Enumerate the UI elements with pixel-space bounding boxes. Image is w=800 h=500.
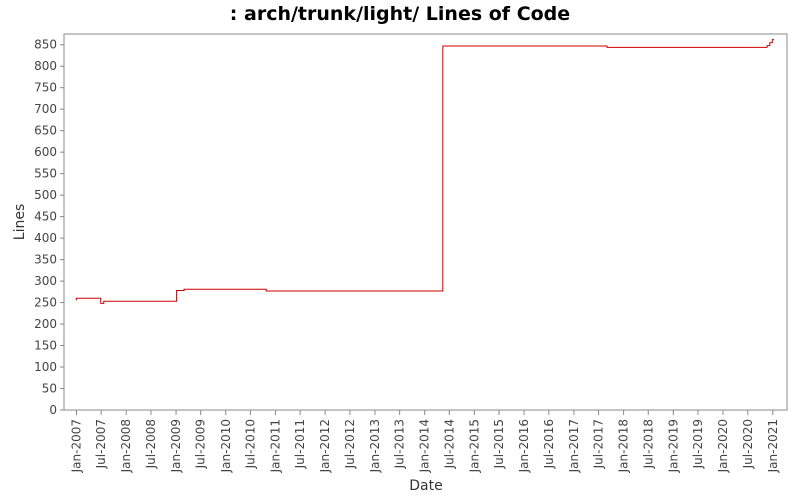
x-tick-label: Jul-2008 <box>144 419 158 469</box>
x-tick-label: Jul-2007 <box>94 419 108 469</box>
x-tick-label: Jul-2010 <box>243 419 257 469</box>
x-tick-label: Jan-2009 <box>169 419 183 473</box>
chart-title: : arch/trunk/light/ Lines of Code <box>230 3 570 25</box>
y-tick-label: 800 <box>34 59 57 73</box>
x-axis: Jan-2007 Jul-2007 Jan-2008 Jul-2008 Jan-2009… <box>70 410 780 473</box>
x-tick-label: Jan-2008 <box>119 419 133 473</box>
y-axis-label: Lines <box>12 204 28 240</box>
x-tick-label: Jan-2019 <box>666 419 680 473</box>
x-tick-label: Jan-2012 <box>318 419 332 473</box>
x-tick-label: Jan-2021 <box>766 419 780 473</box>
x-tick-label: Jul-2015 <box>492 419 506 469</box>
x-tick-label: Jul-2017 <box>592 419 606 469</box>
x-tick-label: Jan-2015 <box>467 419 481 473</box>
y-tick-label: 0 <box>49 403 57 417</box>
y-tick-label: 50 <box>42 382 57 396</box>
y-tick-label: 750 <box>34 81 57 95</box>
y-tick-label: 400 <box>34 231 57 245</box>
x-tick-label: Jan-2017 <box>567 419 581 473</box>
y-tick-label: 850 <box>34 38 57 52</box>
y-tick-label: 250 <box>34 296 57 310</box>
x-tick-label: Jan-2016 <box>517 419 531 473</box>
y-tick-label: 450 <box>34 210 57 224</box>
y-tick-label: 300 <box>34 274 57 288</box>
x-tick-label: Jan-2020 <box>716 419 730 473</box>
y-tick-label: 150 <box>34 339 57 353</box>
y-tick-label: 700 <box>34 102 57 116</box>
y-tick-label: 650 <box>34 124 57 138</box>
y-tick-label: 500 <box>34 188 57 202</box>
x-tick-label: Jan-2013 <box>368 419 382 473</box>
y-tick-label: 100 <box>34 360 57 374</box>
x-tick-label: Jul-2020 <box>741 419 755 469</box>
x-axis-label: Date <box>409 478 442 494</box>
x-tick-label: Jul-2013 <box>393 419 407 469</box>
x-tick-label: Jul-2016 <box>542 419 556 469</box>
x-tick-label: Jul-2012 <box>343 419 357 469</box>
x-tick-label: Jan-2010 <box>219 419 233 473</box>
x-tick-label: Jan-2007 <box>70 419 84 473</box>
y-tick-label: 550 <box>34 167 57 181</box>
x-tick-label: Jan-2014 <box>418 419 432 473</box>
y-tick-label: 200 <box>34 317 57 331</box>
series-line <box>75 39 775 304</box>
x-tick-label: Jan-2011 <box>268 419 282 473</box>
x-tick-label: Jul-2011 <box>293 419 307 469</box>
y-tick-label: 600 <box>34 145 57 159</box>
y-tick-label: 350 <box>34 253 57 267</box>
y-axis: 0 50 100 150 200 250 300 350 400 450 500 550 600 650 7… <box>34 38 64 417</box>
x-tick-label: Jul-2009 <box>194 419 208 469</box>
x-tick-label: Jul-2018 <box>641 419 655 469</box>
x-tick-label: Jul-2014 <box>442 419 456 469</box>
plot-area <box>63 33 788 411</box>
x-tick-label: Jan-2018 <box>617 419 631 473</box>
x-tick-label: Jul-2019 <box>691 419 705 469</box>
